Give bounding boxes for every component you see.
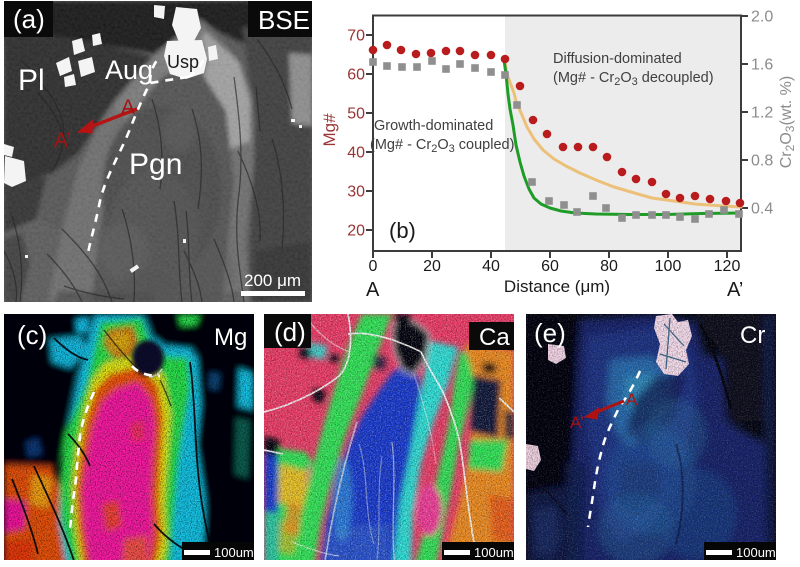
- svg-text:Mg#: Mg#: [320, 113, 339, 147]
- svg-text:(Mg# - Cr2O3 coupled): (Mg# - Cr2O3 coupled): [370, 137, 514, 155]
- svg-text:50: 50: [347, 106, 365, 123]
- svg-text:0.8: 0.8: [751, 153, 773, 170]
- svg-text:(d): (d): [274, 317, 306, 347]
- svg-text:Usp: Usp: [167, 52, 199, 72]
- svg-text:Cr2O3(wt. %): Cr2O3(wt. %): [778, 76, 797, 169]
- svg-text:200 μm: 200 μm: [244, 271, 301, 290]
- svg-text:BSE: BSE: [258, 5, 310, 35]
- svg-text:A: A: [121, 96, 135, 119]
- svg-text:40: 40: [482, 258, 500, 275]
- svg-text:100um: 100um: [474, 545, 514, 560]
- svg-text:Aug: Aug: [105, 55, 153, 85]
- svg-text:20: 20: [423, 258, 441, 275]
- svg-text:Mg: Mg: [214, 324, 247, 351]
- svg-text:A: A: [366, 279, 380, 301]
- svg-text:(a): (a): [13, 4, 45, 34]
- svg-text:30: 30: [347, 184, 365, 201]
- svg-text:0: 0: [369, 258, 378, 275]
- svg-text:1.6: 1.6: [751, 57, 773, 74]
- svg-text:60: 60: [541, 258, 559, 275]
- svg-text:A: A: [626, 390, 638, 409]
- svg-text:0.4: 0.4: [751, 201, 773, 218]
- svg-text:Pgn: Pgn: [129, 148, 182, 181]
- svg-text:40: 40: [347, 145, 365, 162]
- svg-text:60: 60: [347, 67, 365, 84]
- svg-text:Diffusion-dominated: Diffusion-dominated: [553, 51, 682, 67]
- svg-text:70: 70: [347, 28, 365, 45]
- svg-text:Ca: Ca: [479, 324, 510, 351]
- svg-text:Growth-dominated: Growth-dominated: [374, 118, 493, 134]
- svg-text:120: 120: [714, 258, 741, 275]
- svg-text:1.2: 1.2: [751, 105, 773, 122]
- svg-text:(e): (e): [534, 318, 566, 348]
- svg-text:2.0: 2.0: [751, 9, 773, 26]
- svg-text:100um: 100um: [214, 545, 254, 560]
- svg-text:100um: 100um: [736, 545, 776, 560]
- svg-text:Distance (μm): Distance (μm): [504, 277, 610, 296]
- svg-text:(Mg# - Cr2O3 decoupled): (Mg# - Cr2O3 decoupled): [553, 70, 714, 88]
- svg-text:20: 20: [347, 223, 365, 240]
- svg-text:(c): (c): [17, 320, 47, 350]
- svg-text:A’: A’: [727, 279, 743, 301]
- svg-text:A’: A’: [570, 413, 584, 432]
- svg-text:(b): (b): [389, 218, 416, 243]
- svg-text:A’: A’: [54, 129, 71, 152]
- svg-text:100: 100: [655, 258, 682, 275]
- svg-text:80: 80: [600, 258, 618, 275]
- svg-text:Pl: Pl: [18, 64, 45, 97]
- svg-text:Cr: Cr: [740, 322, 765, 349]
